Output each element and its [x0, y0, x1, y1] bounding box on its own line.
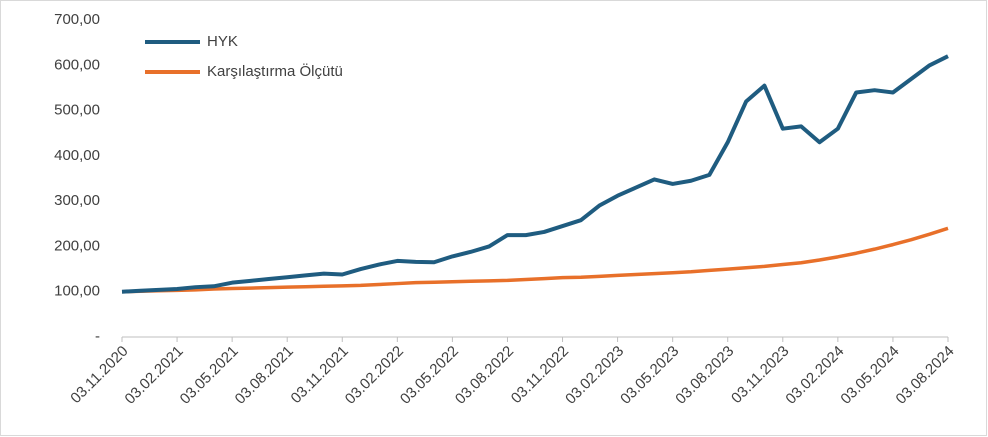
y-tick-label: -	[95, 328, 100, 345]
x-tick-label: 03.08.2024	[893, 343, 958, 408]
x-tick-label: 03.08.2021	[232, 343, 297, 408]
y-tick-label: 200,00	[54, 237, 100, 254]
x-tick-label: 03.08.2023	[672, 343, 737, 408]
x-tick-label: 03.02.2023	[562, 343, 627, 408]
x-tick-label: 03.05.2021	[177, 343, 242, 408]
x-tick-label: 03.02.2021	[122, 343, 187, 408]
legend-label: Karşılaştırma Ölçütü	[207, 62, 343, 80]
x-tick-label: 03.05.2024	[837, 343, 902, 408]
legend-label: HYK	[207, 33, 238, 50]
x-tick-label: 03.02.2022	[342, 343, 407, 408]
y-tick-label: 500,00	[54, 102, 100, 119]
series-line	[121, 54, 949, 294]
x-tick-label: 03.08.2022	[452, 343, 517, 408]
y-tick-label: 100,00	[54, 283, 100, 300]
series-line	[121, 226, 949, 294]
x-tick-label: 03.05.2022	[397, 343, 462, 408]
x-tick-label: 03.05.2023	[617, 343, 682, 408]
x-tick-label: 03.02.2024	[782, 343, 847, 408]
y-tick-label: 300,00	[54, 192, 100, 209]
y-tick-label: 600,00	[54, 56, 100, 73]
y-tick-label: 700,00	[54, 11, 100, 28]
y-tick-label: 400,00	[54, 147, 100, 164]
